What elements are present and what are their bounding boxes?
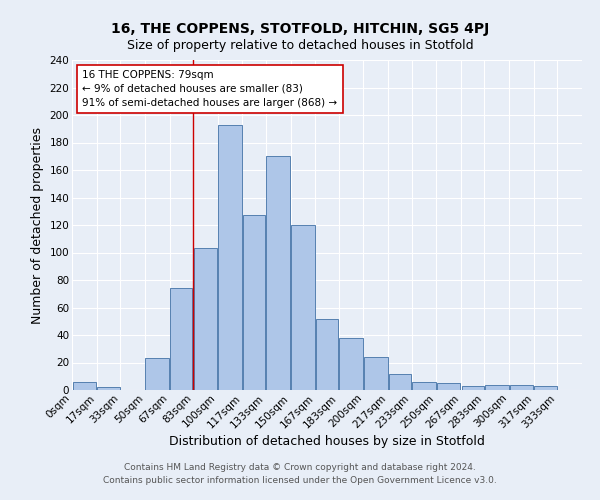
Bar (485, 384, 509, 390)
Bar (437, 383, 460, 390)
Bar (339, 338, 363, 390)
Bar (145, 358, 169, 390)
Bar (412, 382, 436, 390)
Bar (291, 225, 315, 390)
Bar (243, 216, 265, 390)
Bar (364, 357, 388, 390)
Text: Size of property relative to detached houses in Stotfold: Size of property relative to detached ho… (127, 39, 473, 52)
Bar (218, 124, 242, 390)
Bar (170, 288, 193, 390)
Bar (389, 374, 411, 390)
Bar (461, 386, 484, 390)
Text: 16 THE COPPENS: 79sqm
← 9% of detached houses are smaller (83)
91% of semi-detac: 16 THE COPPENS: 79sqm ← 9% of detached h… (82, 70, 337, 108)
Text: Contains HM Land Registry data © Crown copyright and database right 2024.
Contai: Contains HM Land Registry data © Crown c… (103, 464, 497, 485)
X-axis label: Distribution of detached houses by size in Stotfold: Distribution of detached houses by size … (169, 435, 485, 448)
Bar (510, 384, 533, 390)
Bar (266, 156, 290, 390)
Bar (316, 318, 338, 390)
Text: 16, THE COPPENS, STOTFOLD, HITCHIN, SG5 4PJ: 16, THE COPPENS, STOTFOLD, HITCHIN, SG5 … (111, 22, 489, 36)
Bar (73, 382, 96, 390)
Y-axis label: Number of detached properties: Number of detached properties (31, 126, 44, 324)
Bar (97, 387, 119, 390)
Bar (535, 386, 557, 390)
Bar (194, 248, 217, 390)
